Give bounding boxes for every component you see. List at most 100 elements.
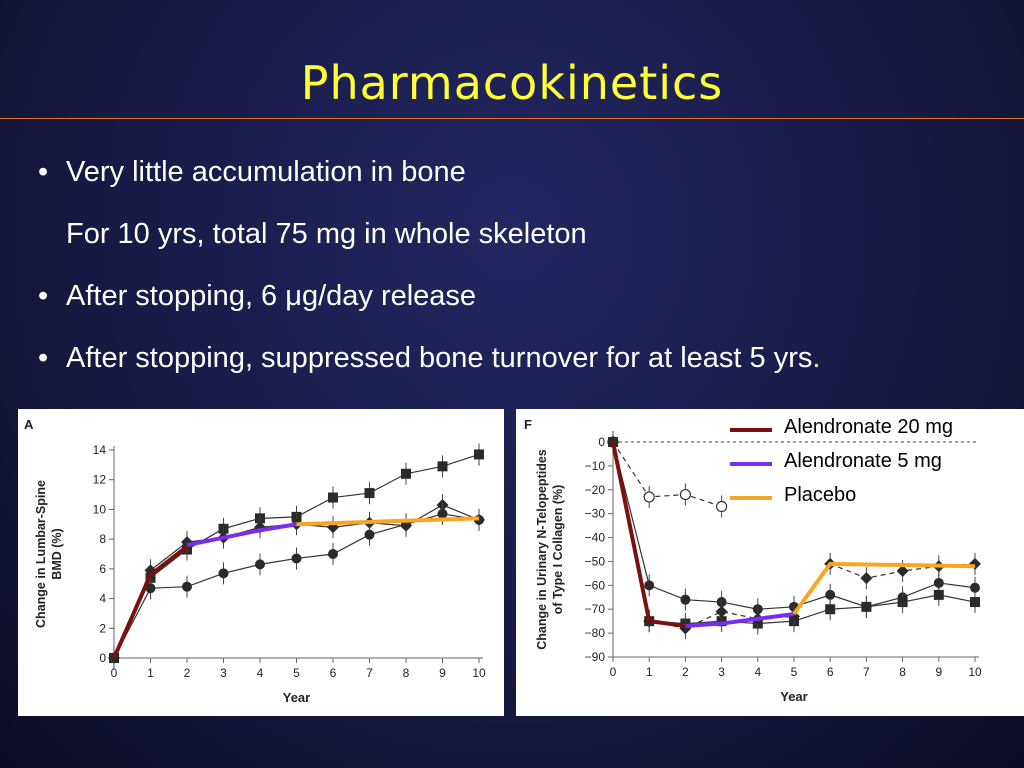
y-tick-label: −10 bbox=[585, 459, 606, 473]
y-axis-title-line: of Type I Collagen (%) bbox=[551, 485, 565, 615]
overlay-line bbox=[792, 561, 976, 616]
series-line bbox=[113, 513, 480, 659]
data-point-square bbox=[437, 461, 448, 472]
legend-label: Placebo bbox=[784, 484, 857, 506]
x-tick-label: 3 bbox=[220, 666, 227, 680]
data-point-circle bbox=[364, 529, 375, 540]
data-point-diamond bbox=[715, 605, 728, 618]
data-point-circle bbox=[644, 580, 655, 591]
x-tick-label: 5 bbox=[293, 666, 300, 680]
slide-title: Pharmacokinetics bbox=[300, 56, 724, 110]
overlay-line bbox=[611, 441, 686, 628]
x-tick-label: 9 bbox=[935, 665, 942, 679]
data-point-square bbox=[328, 492, 338, 503]
x-tick-label: 8 bbox=[403, 666, 410, 680]
y-tick-label: 0 bbox=[598, 435, 605, 449]
data-point-square bbox=[970, 597, 980, 608]
data-point-open-circle bbox=[679, 488, 691, 501]
x-tick-label: 9 bbox=[439, 666, 446, 680]
data-point-circle bbox=[145, 583, 156, 594]
x-tick-label: 6 bbox=[827, 665, 834, 679]
y-tick-label: 14 bbox=[93, 443, 107, 457]
data-point-circle bbox=[218, 568, 229, 579]
x-tick-label: 8 bbox=[899, 665, 906, 679]
legend-swatch bbox=[730, 428, 772, 432]
x-axis-title: Year bbox=[780, 689, 807, 704]
data-point-circle bbox=[255, 559, 265, 570]
x-tick-label: 4 bbox=[754, 665, 761, 679]
y-tick-label: 8 bbox=[99, 532, 106, 546]
x-axis-title: Year bbox=[283, 690, 310, 705]
legend-label: Alendronate 5 mg bbox=[784, 450, 942, 472]
x-tick-label: 4 bbox=[257, 666, 264, 680]
data-point-square bbox=[401, 468, 411, 479]
data-point-circle bbox=[933, 577, 944, 588]
bullet-text: After stopping, suppressed bone turnover… bbox=[66, 342, 821, 374]
bullet-text: Very little accumulation in bone bbox=[66, 156, 466, 188]
y-tick-label: −40 bbox=[585, 531, 606, 545]
data-point-square bbox=[897, 597, 908, 608]
x-tick-label: 6 bbox=[330, 666, 337, 680]
data-point-square bbox=[825, 604, 836, 615]
bullet-item: • After stopping, 6 μg/day release bbox=[38, 280, 476, 313]
overlay-line bbox=[685, 612, 795, 628]
y-tick-label: −30 bbox=[585, 507, 606, 521]
panel-letter: A bbox=[24, 417, 34, 432]
y-tick-label: −60 bbox=[585, 578, 606, 592]
bullet-text: After stopping, 6 μg/day release bbox=[66, 280, 477, 312]
chart-panel-a: A 0 1 2 3 4 5 6 7 8 9 10 0 2 4 6 8 10 12 14 Year Change in Lu… bbox=[18, 409, 504, 716]
data-point-square bbox=[933, 589, 944, 600]
data-point-diamond bbox=[860, 572, 873, 585]
bullet-item: For 10 yrs, total 75 mg in whole skeleto… bbox=[66, 218, 587, 251]
bullet-marker: • bbox=[38, 342, 49, 374]
data-point-circle bbox=[680, 594, 691, 605]
overlay-line bbox=[296, 516, 480, 527]
y-axis-title: Change in Lumbar-Spine BMD (%) bbox=[34, 480, 64, 628]
legend-label: Alendronate 20 mg bbox=[784, 416, 954, 438]
y-axis-title-line: Change in Lumbar-Spine bbox=[34, 480, 48, 628]
data-point-square bbox=[364, 488, 375, 499]
y-tick-label: 2 bbox=[99, 621, 106, 635]
y-tick-label: 0 bbox=[99, 651, 106, 665]
bullet-marker: • bbox=[38, 280, 49, 312]
x-tick-label: 1 bbox=[147, 666, 154, 680]
bullet-item: • Very little accumulation in bone bbox=[38, 156, 466, 189]
legend-swatch bbox=[730, 462, 772, 466]
x-tick-label: 7 bbox=[366, 666, 373, 680]
x-tick-label: 1 bbox=[646, 665, 653, 679]
ntx-chart: F 0 1 2 3 4 5 6 7 8 9 10 0 −10 −20 −30 −40 −50 −60 −70 −80 −9… bbox=[524, 417, 982, 704]
x-tick-label: 7 bbox=[863, 665, 870, 679]
x-tick-label: 3 bbox=[718, 665, 725, 679]
legend-swatch bbox=[730, 496, 772, 500]
y-tick-label: 12 bbox=[93, 473, 107, 487]
panel-letter: F bbox=[524, 417, 532, 432]
y-axis-title-line: Change in Urinary N-Telopeptides bbox=[535, 449, 549, 650]
title-divider bbox=[0, 118, 1024, 119]
data-point-open-circle bbox=[643, 491, 655, 503]
y-tick-label: 6 bbox=[99, 562, 106, 576]
y-tick-label: −90 bbox=[585, 650, 606, 664]
series-line bbox=[612, 441, 722, 508]
data-point-circle bbox=[970, 582, 980, 593]
y-tick-label: −70 bbox=[585, 602, 606, 616]
data-point-circle bbox=[437, 508, 448, 519]
x-tick-label: 5 bbox=[791, 665, 798, 679]
data-point-open-circle bbox=[716, 500, 728, 513]
bullet-item: • After stopping, suppressed bone turnove… bbox=[38, 342, 820, 375]
x-tick-label: 10 bbox=[968, 665, 982, 679]
y-axis-title: Change in Urinary N-Telopeptides of Type … bbox=[535, 449, 565, 650]
data-point-circle bbox=[182, 581, 192, 592]
x-tick-label: 0 bbox=[610, 665, 617, 679]
data-point-diamond bbox=[896, 565, 909, 577]
x-tick-label: 2 bbox=[184, 666, 191, 680]
data-point-circle bbox=[328, 549, 338, 559]
y-tick-label: −20 bbox=[585, 483, 606, 497]
data-point-circle bbox=[291, 553, 302, 564]
y-tick-label: −80 bbox=[585, 626, 606, 640]
data-point-square bbox=[861, 601, 872, 612]
bullet-marker: • bbox=[38, 156, 49, 188]
y-tick-label: 4 bbox=[99, 592, 106, 606]
y-axis-title-line: BMD (%) bbox=[50, 528, 64, 579]
overlay-line bbox=[186, 522, 297, 548]
